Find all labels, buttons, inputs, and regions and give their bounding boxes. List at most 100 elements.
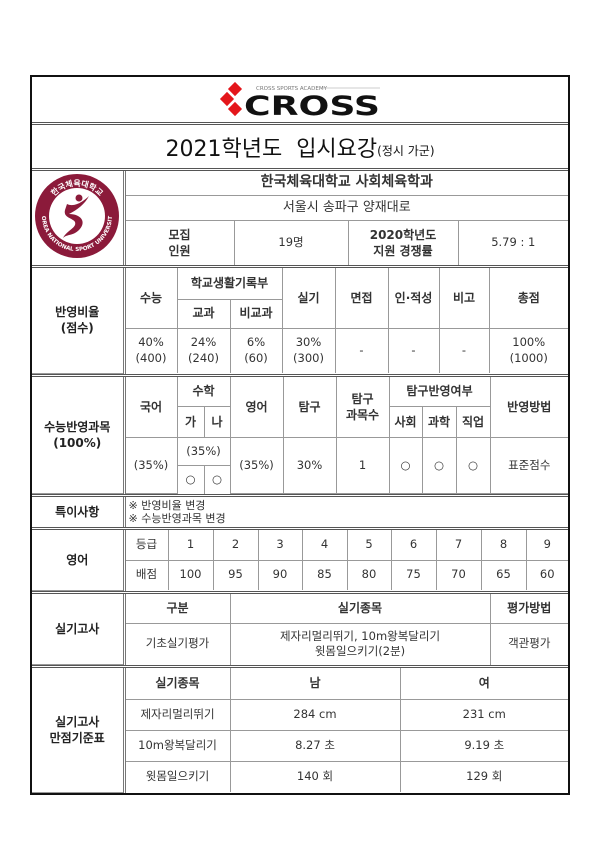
header-events: 실기종목	[229, 593, 491, 624]
value-english: (35%)	[229, 437, 284, 494]
admission-document: CROSS SPORTS ACADEMY CROSS 2021학년도 입시요강(…	[30, 75, 570, 795]
male-score: 8.27 초	[229, 729, 401, 762]
svg-text:CROSS SPORTS ACADEMY: CROSS SPORTS ACADEMY	[256, 86, 328, 92]
header-total: 총점	[488, 268, 568, 329]
recruit-value: 19명	[233, 219, 349, 265]
header-science: 과학	[421, 406, 457, 438]
value-aptitude: -	[387, 327, 440, 373]
university-seal: 한국체육대학교 KOREA NATIONAL SPORT UNIVERSITY	[30, 168, 126, 265]
header-math: 수학	[176, 376, 231, 407]
header-eval-method: 평가방법	[489, 593, 568, 624]
header-etc: 비고	[438, 268, 490, 329]
competition-label: 2020학년도 지원 경쟁률	[347, 219, 459, 265]
grade-row: 영어 등급 1 2 3 4 5 6 7 8 9	[32, 530, 568, 591]
practical-section: 실기고사 구분 실기종목 평가방법 기초실기평가 제자리멀리뛰기, 10m왕복달…	[32, 593, 568, 668]
english-section: 영어 등급 1 2 3 4 5 6 7 8 9 배점 100 95 90 85 …	[32, 530, 568, 594]
score-cell: 60	[525, 559, 568, 590]
value-suneung: 40% (400)	[124, 327, 178, 373]
header-female: 여	[399, 668, 568, 700]
value-math: (35%)	[176, 437, 231, 466]
score-label: 배점	[124, 559, 169, 590]
header-category: 구분	[123, 593, 231, 624]
header-math-na: 나	[203, 406, 231, 438]
value-method: 표준점수	[489, 437, 568, 494]
header-interview: 면접	[334, 268, 389, 329]
value-subject: 24% (240)	[176, 327, 231, 373]
value-total: 100% (1000)	[488, 327, 568, 373]
practical-method: 객관평가	[489, 623, 568, 665]
perfect-label: 실기고사 만점기준표	[32, 668, 126, 793]
ratio-section: 반영비율 (점수) 수능 학교생활기록부 실기 면접 인·적성 비고 총점 교과…	[32, 268, 568, 377]
value-vocational: ○	[455, 437, 491, 494]
score-cell: 85	[301, 559, 348, 590]
score-row: 배점 100 95 90 85 80 75 70 65 60	[32, 559, 568, 590]
university-address: 서울시 송파구 양재대로	[124, 194, 569, 221]
perfect-score-section: 실기고사 만점기준표 실기종목 남 여 제자리멀리뛰기 284 cm 231 c…	[32, 668, 568, 793]
title-sub: (정시 가군)	[377, 144, 435, 158]
female-score: 129 회	[399, 760, 568, 792]
grade-cell: 9	[525, 530, 568, 561]
score-cell: 80	[346, 559, 392, 590]
header-suneung: 수능	[123, 268, 178, 329]
female-score: 231 cm	[399, 698, 568, 731]
note-line: ※ 수능반영과목 변경	[128, 512, 226, 525]
score-cell: 90	[257, 559, 303, 590]
notes-label: 특이사항	[32, 497, 126, 527]
page-title: 2021학년도 입시요강 (정시 가군)	[32, 125, 568, 171]
score-cell: 75	[390, 559, 437, 590]
grade-label: 등급	[123, 530, 169, 561]
table-row: 제자리멀리뛰기 284 cm 231 cm	[32, 698, 568, 731]
notes-content: ※ 반영비율 변경 ※ 수능반영과목 변경	[123, 497, 568, 527]
svg-text:CROSS: CROSS	[244, 91, 380, 118]
university-block: 한국체육대학교 KOREA NATIONAL SPORT UNIVERSITY …	[30, 168, 569, 268]
score-cell: 65	[480, 559, 527, 590]
header-math-ga: 가	[177, 406, 205, 438]
header-nonsubject: 비교과	[229, 298, 282, 329]
header-male: 남	[229, 668, 401, 700]
grade-cell: 6	[390, 530, 437, 561]
grade-cell: 7	[435, 530, 482, 561]
header-social: 사회	[388, 406, 423, 438]
event-name: 제자리멀리뛰기	[124, 698, 231, 731]
competition-value: 5.79 : 1	[457, 219, 569, 265]
practical-label: 실기고사	[32, 593, 126, 665]
male-score: 140 회	[229, 760, 401, 792]
male-score: 284 cm	[229, 698, 401, 731]
value-inquiry: 30%	[282, 437, 337, 494]
header-event: 실기종목	[123, 668, 231, 700]
value-inquiry-count: 1	[335, 437, 390, 494]
value-math-na: ○	[203, 465, 230, 494]
grade-cell: 5	[346, 530, 392, 561]
score-cell: 70	[435, 559, 482, 590]
practical-events: 제자리멀리뛰기, 10m왕복달리기 윗몸일으키기(2분)	[229, 623, 491, 665]
event-name: 윗몸일으키기	[124, 760, 231, 792]
university-name: 한국체육대학교 사회체육학과	[123, 171, 569, 196]
english-label: 영어	[32, 530, 126, 591]
event-name: 10m왕복달리기	[124, 729, 231, 762]
score-cell: 100	[167, 559, 214, 590]
value-interview: -	[334, 327, 389, 373]
header-vocational: 직업	[455, 406, 491, 438]
cross-logo: CROSS SPORTS ACADEMY CROSS	[219, 81, 380, 118]
header-subject: 교과	[177, 298, 231, 329]
value-math-ga: ○	[177, 465, 205, 494]
seal-logo: 한국체육대학교 KOREA NATIONAL SPORT UNIVERSITY	[30, 168, 120, 258]
value-korean: (35%)	[124, 437, 178, 494]
notes-section: 특이사항 ※ 반영비율 변경 ※ 수능반영과목 변경	[32, 497, 568, 530]
grade-cell: 4	[301, 530, 348, 561]
header-inquiry-count: 탐구 과목수	[335, 376, 390, 438]
subjects-label: 수능반영과목 (100%)	[32, 376, 126, 494]
header-practical: 실기	[281, 268, 336, 329]
grade-cell: 8	[480, 530, 527, 561]
practical-category: 기초실기평가	[124, 623, 231, 665]
header-method: 반영방법	[489, 376, 568, 438]
event-line: 제자리멀리뛰기, 10m왕복달리기	[279, 628, 441, 643]
grade-cell: 1	[167, 530, 214, 561]
header-record: 학교생활기록부	[176, 268, 283, 300]
note-line: ※ 반영비율 변경	[128, 499, 206, 512]
brand-header: CROSS SPORTS ACADEMY CROSS	[32, 77, 568, 125]
female-score: 9.19 초	[399, 729, 568, 762]
value-social: ○	[388, 437, 423, 494]
header-english: 영어	[229, 376, 284, 438]
recruit-label: 모집 인원	[124, 219, 235, 265]
